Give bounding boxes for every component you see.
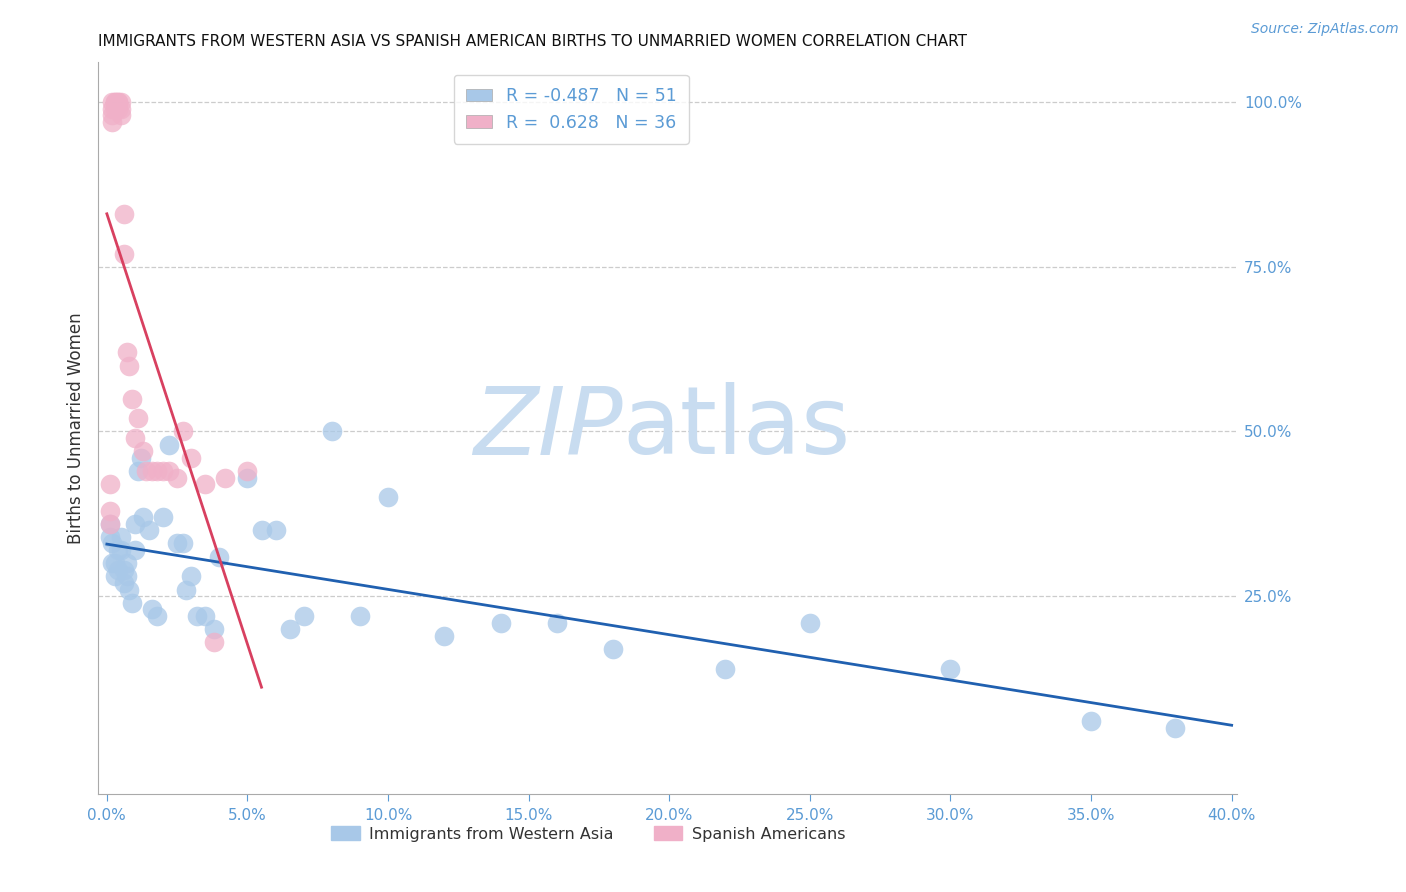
Point	[278, 622, 301, 636]
Point	[433, 629, 456, 643]
Text: IMMIGRANTS FROM WESTERN ASIA VS SPANISH AMERICAN BIRTHS TO UNMARRIED WOMEN CORRE: IMMIGRANTS FROM WESTERN ASIA VS SPANISH …	[98, 34, 967, 49]
Point	[124, 543, 146, 558]
Text: ZIP: ZIP	[472, 383, 623, 474]
Point	[141, 464, 163, 478]
Point	[236, 470, 259, 484]
Point	[124, 516, 146, 531]
Point	[107, 95, 129, 109]
Point	[174, 582, 197, 597]
Point	[112, 576, 135, 591]
Point	[104, 556, 127, 570]
Point	[110, 102, 132, 116]
Point	[101, 536, 124, 550]
Point	[110, 95, 132, 109]
Point	[104, 95, 127, 109]
Point	[107, 95, 129, 109]
Text: Source: ZipAtlas.com: Source: ZipAtlas.com	[1251, 22, 1399, 37]
Point	[101, 556, 124, 570]
Point	[166, 470, 188, 484]
Point	[194, 609, 217, 624]
Point	[236, 464, 259, 478]
Point	[124, 431, 146, 445]
Point	[101, 102, 124, 116]
Point	[107, 543, 129, 558]
Point	[98, 477, 121, 491]
Point	[135, 464, 157, 478]
Point	[157, 464, 180, 478]
Point	[110, 108, 132, 122]
Point	[202, 622, 225, 636]
Point	[799, 615, 821, 630]
Point	[186, 609, 208, 624]
Point	[104, 95, 127, 109]
Point	[1080, 714, 1102, 729]
Point	[321, 425, 343, 439]
Point	[166, 536, 188, 550]
Point	[118, 582, 141, 597]
Point	[489, 615, 512, 630]
Point	[146, 609, 169, 624]
Point	[939, 662, 962, 676]
Point	[112, 563, 135, 577]
Point	[152, 464, 174, 478]
Point	[98, 503, 121, 517]
Point	[115, 556, 138, 570]
Point	[98, 530, 121, 544]
Point	[118, 359, 141, 373]
Point	[138, 524, 160, 538]
Point	[172, 425, 194, 439]
Point	[714, 662, 737, 676]
Point	[115, 345, 138, 359]
Point	[129, 450, 152, 465]
Point	[292, 609, 315, 624]
Point	[602, 641, 624, 656]
Point	[112, 207, 135, 221]
Point	[377, 491, 399, 505]
Legend: Immigrants from Western Asia, Spanish Americans: Immigrants from Western Asia, Spanish Am…	[325, 820, 852, 848]
Point	[132, 444, 155, 458]
Point	[107, 563, 129, 577]
Point	[250, 524, 273, 538]
Point	[98, 516, 121, 531]
Point	[132, 510, 155, 524]
Point	[194, 477, 217, 491]
Point	[546, 615, 568, 630]
Point	[98, 516, 121, 531]
Point	[110, 543, 132, 558]
Point	[101, 95, 124, 109]
Point	[101, 108, 124, 122]
Point	[214, 470, 236, 484]
Point	[121, 392, 143, 406]
Point	[172, 536, 194, 550]
Point	[127, 464, 149, 478]
Point	[107, 102, 129, 116]
Point	[180, 569, 202, 583]
Point	[104, 102, 127, 116]
Point	[127, 411, 149, 425]
Point	[110, 530, 132, 544]
Point	[121, 596, 143, 610]
Point	[141, 602, 163, 616]
Point	[112, 246, 135, 260]
Point	[152, 510, 174, 524]
Point	[349, 609, 371, 624]
Point	[1164, 721, 1187, 735]
Point	[180, 450, 202, 465]
Point	[101, 114, 124, 128]
Text: atlas: atlas	[623, 382, 851, 475]
Point	[146, 464, 169, 478]
Point	[104, 569, 127, 583]
Point	[208, 549, 231, 564]
Point	[115, 569, 138, 583]
Y-axis label: Births to Unmarried Women: Births to Unmarried Women	[66, 312, 84, 544]
Point	[264, 524, 287, 538]
Point	[202, 635, 225, 649]
Point	[157, 437, 180, 451]
